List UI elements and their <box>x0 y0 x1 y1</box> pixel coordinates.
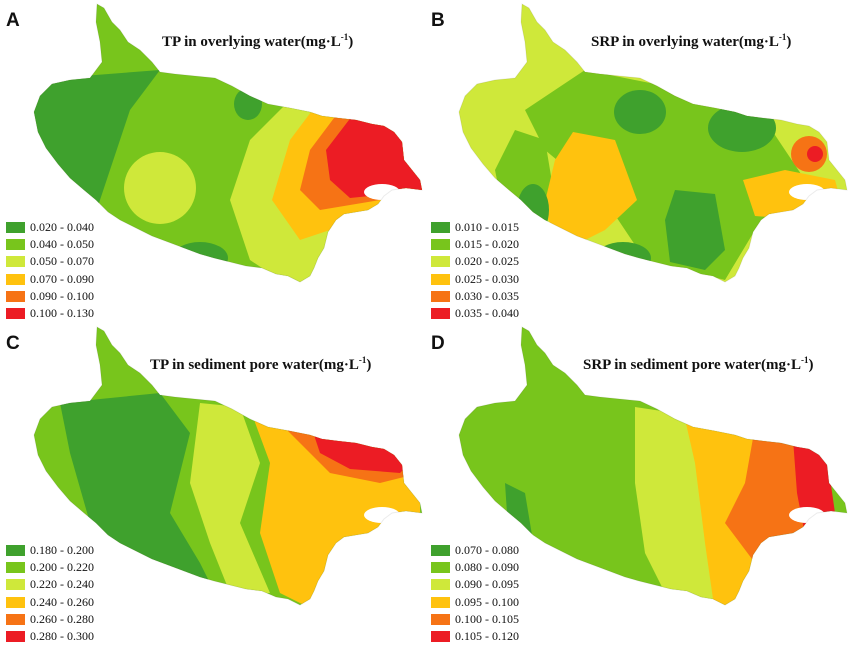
legend-swatch <box>6 308 25 320</box>
legend-label: 0.100 - 0.130 <box>30 306 94 321</box>
legend-label: 0.220 - 0.240 <box>30 577 94 592</box>
legend-swatch <box>6 273 25 285</box>
panel-letter: C <box>6 333 20 354</box>
legend-item: 0.015 - 0.020 <box>431 236 519 253</box>
legend-a: 0.020 - 0.040 0.040 - 0.050 0.050 - 0.070 0… <box>6 219 94 322</box>
legend-swatch <box>431 631 450 643</box>
legend-swatch <box>6 290 25 302</box>
legend-label: 0.095 - 0.100 <box>455 594 519 609</box>
legend-d: 0.070 - 0.080 0.080 - 0.090 0.090 - 0.095 0… <box>431 542 519 645</box>
panel-c: C TP in sediment pore water(mg·L-1) 0.18… <box>0 323 425 646</box>
legend-swatch <box>431 256 450 268</box>
legend-item: 0.070 - 0.090 <box>6 271 94 288</box>
panel-b: B SRP in overlying water(mg·L-1) 0.010 -… <box>425 0 850 323</box>
legend-swatch <box>6 579 25 591</box>
legend-swatch <box>431 222 450 234</box>
legend-label: 0.180 - 0.200 <box>30 543 94 558</box>
legend-label: 0.020 - 0.040 <box>30 220 94 235</box>
legend-label: 0.010 - 0.015 <box>455 220 519 235</box>
panel-letter: A <box>6 10 20 31</box>
legend-b: 0.010 - 0.015 0.015 - 0.020 0.020 - 0.025 0… <box>431 219 519 322</box>
map-a <box>33 3 423 283</box>
panel-letter: B <box>431 10 445 31</box>
legend-item: 0.240 - 0.260 <box>6 594 94 611</box>
legend-c: 0.180 - 0.200 0.200 - 0.220 0.220 - 0.240 0… <box>6 542 94 645</box>
legend-label: 0.200 - 0.220 <box>30 560 94 575</box>
legend-item: 0.105 - 0.120 <box>431 628 519 645</box>
legend-swatch <box>6 631 25 643</box>
panel-title: SRP in sediment pore water(mg·L-1) <box>583 355 814 373</box>
legend-swatch <box>431 239 450 251</box>
legend-item: 0.090 - 0.100 <box>6 288 94 305</box>
legend-label: 0.240 - 0.260 <box>30 594 94 609</box>
legend-item: 0.095 - 0.100 <box>431 594 519 611</box>
legend-label: 0.260 - 0.280 <box>30 611 94 626</box>
legend-label: 0.280 - 0.300 <box>30 629 94 644</box>
legend-label: 0.035 - 0.040 <box>455 306 519 321</box>
map-b <box>458 3 848 283</box>
legend-label: 0.090 - 0.095 <box>455 577 519 592</box>
legend-label: 0.070 - 0.090 <box>30 271 94 286</box>
legend-swatch <box>431 545 450 557</box>
legend-item: 0.030 - 0.035 <box>431 288 519 305</box>
legend-item: 0.070 - 0.080 <box>431 542 519 559</box>
panel-a: A TP in overlying water(mg·L-1) 0.020 - … <box>0 0 425 323</box>
legend-swatch <box>6 256 25 268</box>
map-c <box>33 326 423 606</box>
legend-label: 0.025 - 0.030 <box>455 271 519 286</box>
legend-swatch <box>6 545 25 557</box>
legend-swatch <box>431 308 450 320</box>
legend-swatch <box>6 613 25 625</box>
legend-item: 0.090 - 0.095 <box>431 576 519 593</box>
legend-label: 0.080 - 0.090 <box>455 560 519 575</box>
legend-swatch <box>431 290 450 302</box>
legend-swatch <box>431 613 450 625</box>
panel-letter: D <box>431 333 445 354</box>
panel-title: SRP in overlying water(mg·L-1) <box>591 32 792 50</box>
map-d <box>458 326 848 606</box>
legend-label: 0.090 - 0.100 <box>30 288 94 303</box>
legend-item: 0.035 - 0.040 <box>431 305 519 322</box>
legend-item: 0.100 - 0.105 <box>431 611 519 628</box>
panel-title: TP in overlying water(mg·L-1) <box>162 32 354 50</box>
panel-d: D SRP in sediment pore water(mg·L-1) 0.0… <box>425 323 850 646</box>
legend-item: 0.050 - 0.070 <box>6 253 94 270</box>
legend-label: 0.040 - 0.050 <box>30 237 94 252</box>
legend-label: 0.100 - 0.105 <box>455 611 519 626</box>
legend-item: 0.100 - 0.130 <box>6 305 94 322</box>
legend-item: 0.025 - 0.030 <box>431 271 519 288</box>
legend-label: 0.015 - 0.020 <box>455 237 519 252</box>
legend-swatch <box>6 222 25 234</box>
legend-item: 0.020 - 0.025 <box>431 253 519 270</box>
legend-item: 0.200 - 0.220 <box>6 559 94 576</box>
legend-swatch <box>6 562 25 574</box>
legend-swatch <box>431 273 450 285</box>
legend-swatch <box>6 596 25 608</box>
legend-item: 0.260 - 0.280 <box>6 611 94 628</box>
legend-swatch <box>431 579 450 591</box>
legend-item: 0.010 - 0.015 <box>431 219 519 236</box>
legend-swatch <box>431 596 450 608</box>
panel-title: TP in sediment pore water(mg·L-1) <box>150 355 372 373</box>
legend-label: 0.030 - 0.035 <box>455 288 519 303</box>
legend-item: 0.080 - 0.090 <box>431 559 519 576</box>
legend-swatch <box>6 239 25 251</box>
legend-item: 0.020 - 0.040 <box>6 219 94 236</box>
legend-label: 0.020 - 0.025 <box>455 254 519 269</box>
legend-item: 0.280 - 0.300 <box>6 628 94 645</box>
legend-item: 0.220 - 0.240 <box>6 576 94 593</box>
legend-label: 0.050 - 0.070 <box>30 254 94 269</box>
legend-label: 0.105 - 0.120 <box>455 629 519 644</box>
legend-label: 0.070 - 0.080 <box>455 543 519 558</box>
legend-swatch <box>431 562 450 574</box>
legend-item: 0.040 - 0.050 <box>6 236 94 253</box>
legend-item: 0.180 - 0.200 <box>6 542 94 559</box>
